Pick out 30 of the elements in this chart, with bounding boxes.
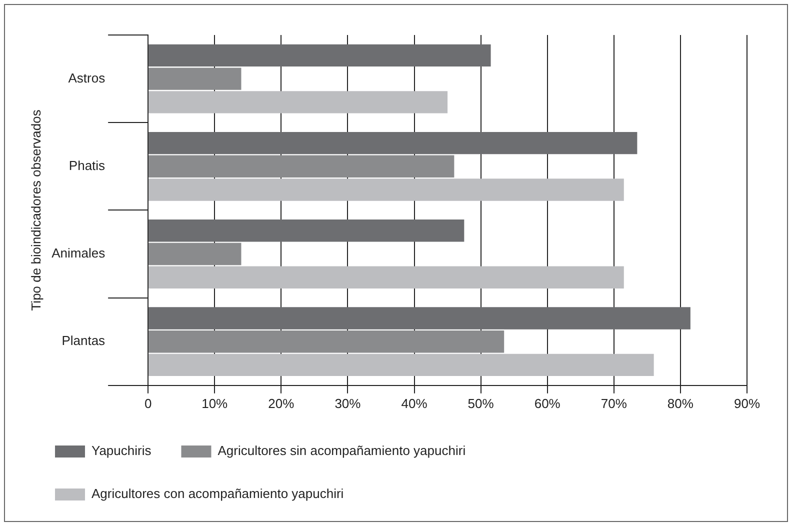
x-tick-label: 20% bbox=[268, 396, 295, 411]
legend-label: Yapuchiris bbox=[92, 443, 152, 458]
y-tick-label: Plantas bbox=[62, 333, 106, 348]
x-tick-label: 30% bbox=[334, 396, 362, 411]
y-tick-label: Animales bbox=[52, 246, 106, 261]
x-tick-label: 90% bbox=[734, 396, 760, 411]
x-tick-label: 50% bbox=[468, 396, 494, 411]
legend-label: Agricultores con acompañamiento yapuchiri bbox=[92, 486, 344, 502]
bar bbox=[148, 91, 448, 114]
y-axis-title: Tipo de bioindicadores observados bbox=[28, 109, 44, 311]
bar bbox=[148, 44, 491, 67]
x-tick-label: 80% bbox=[667, 396, 694, 411]
y-tick-label: Phatis bbox=[68, 158, 106, 173]
bar bbox=[148, 354, 654, 376]
x-tick-label: 0 bbox=[144, 396, 152, 411]
x-tick-label: 10% bbox=[202, 396, 228, 411]
bar bbox=[148, 68, 242, 90]
bar bbox=[148, 307, 690, 330]
bar bbox=[148, 242, 242, 266]
bar bbox=[148, 132, 638, 154]
bar bbox=[148, 220, 464, 242]
x-tick-label: 60% bbox=[534, 396, 561, 411]
legend-label: Agricultores sin acompañamiento yapuchiri bbox=[218, 443, 466, 458]
bar bbox=[148, 330, 504, 353]
x-tick-label: 70% bbox=[600, 396, 628, 411]
y-tick-label: Astros bbox=[68, 70, 106, 86]
bar bbox=[148, 266, 624, 288]
bar bbox=[148, 178, 624, 201]
x-tick-label: 40% bbox=[401, 396, 428, 411]
bar bbox=[148, 155, 454, 178]
